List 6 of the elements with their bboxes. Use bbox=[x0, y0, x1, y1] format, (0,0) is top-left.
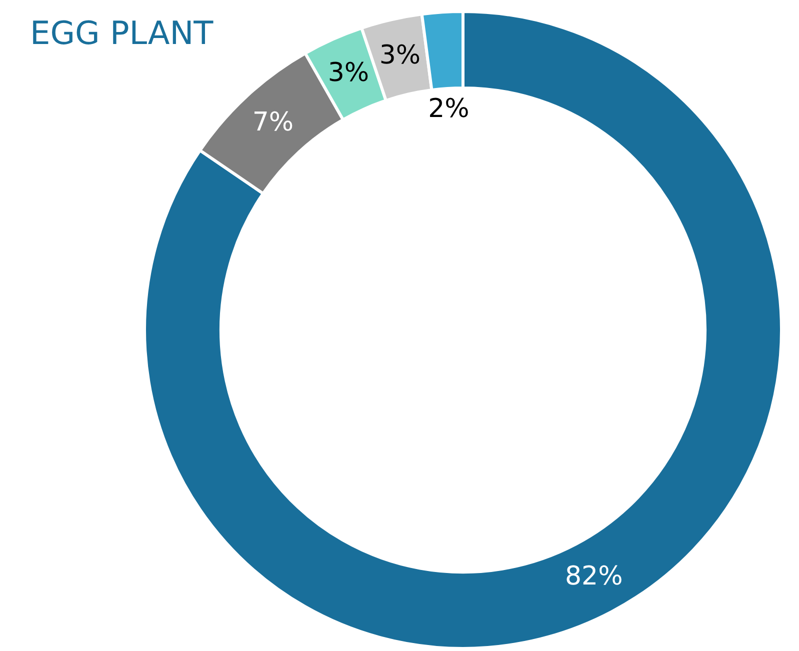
data-label: 3% bbox=[379, 40, 421, 71]
data-label: 3% bbox=[328, 58, 370, 88]
chart-title: EGG PLANT bbox=[30, 14, 214, 52]
data-label: 82% bbox=[564, 562, 623, 592]
data-label: 2% bbox=[428, 94, 470, 124]
data-label: 7% bbox=[252, 108, 294, 138]
